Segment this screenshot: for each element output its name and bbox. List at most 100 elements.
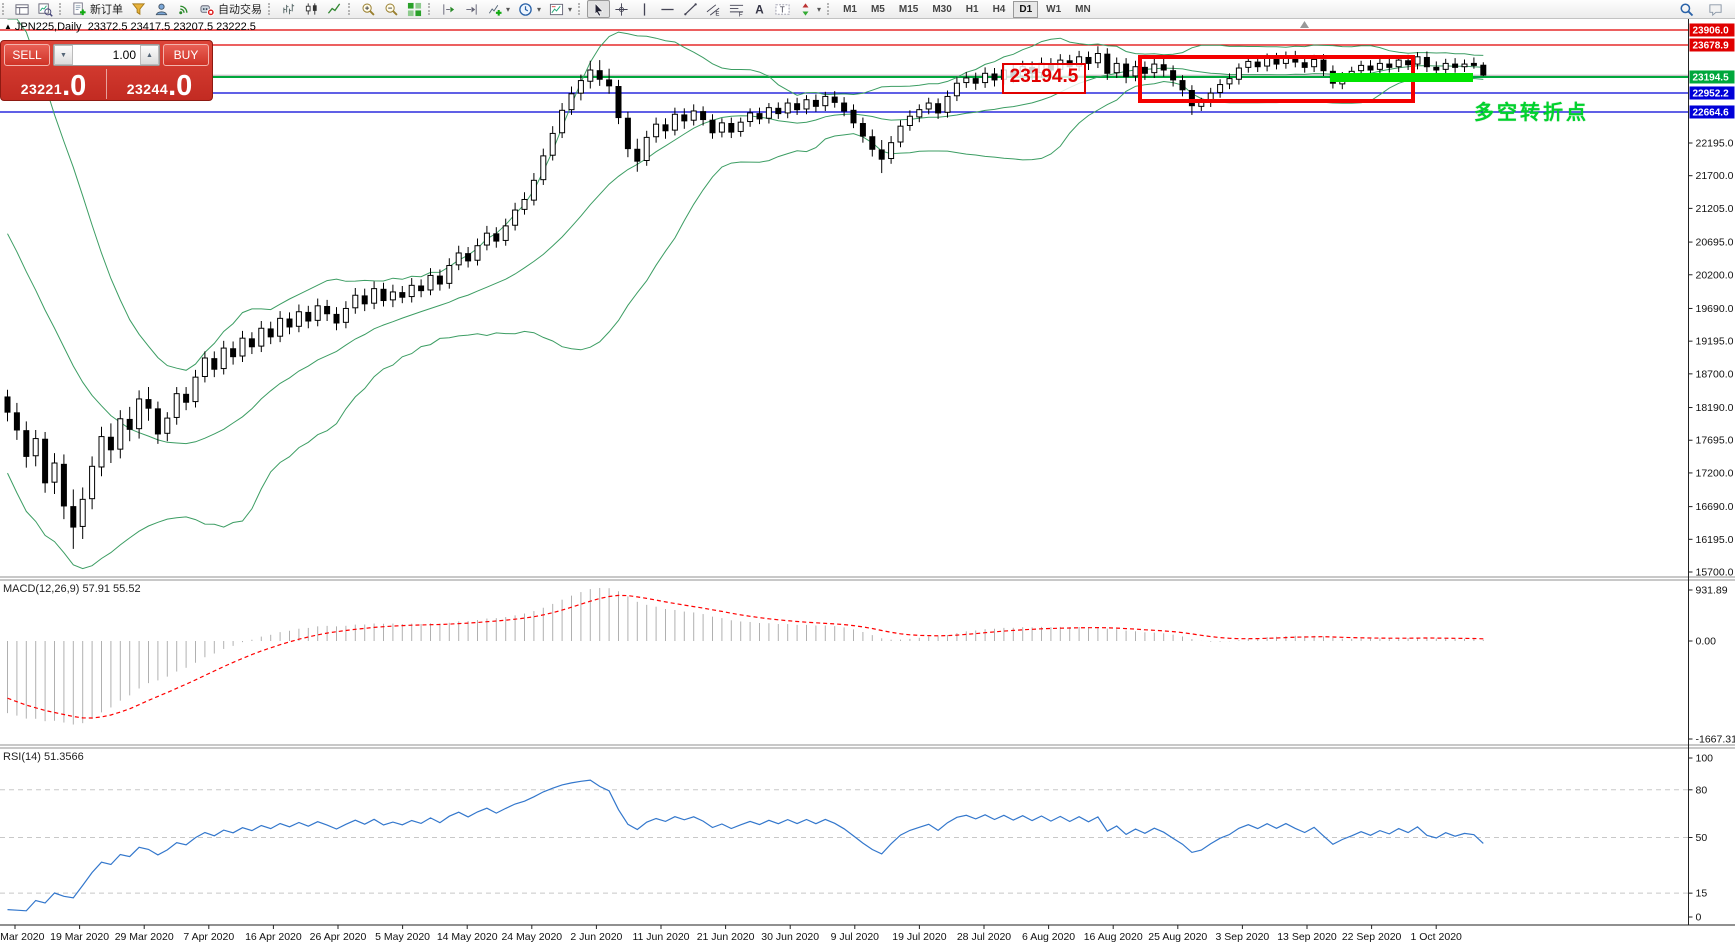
timeframe-h4[interactable]: H4 bbox=[992, 3, 1006, 15]
svg-text:15700.0: 15700.0 bbox=[1696, 567, 1734, 579]
profile-button[interactable] bbox=[150, 0, 173, 18]
toolbar-separator bbox=[827, 3, 833, 15]
cursor-button[interactable] bbox=[587, 0, 611, 18]
one-click-trading-panel: SELL ▼ ▲ BUY 23221.0 23244.0 bbox=[0, 40, 213, 101]
terminal-button[interactable] bbox=[11, 0, 34, 18]
bar-chart-button[interactable] bbox=[277, 0, 300, 18]
svg-text:23906.0: 23906.0 bbox=[1693, 26, 1730, 37]
profile-icon bbox=[154, 2, 169, 17]
text-button[interactable]: A bbox=[748, 0, 771, 18]
symbol-marker-icon: ▲ bbox=[4, 22, 12, 31]
timeframe-m30[interactable]: M30 bbox=[932, 3, 952, 15]
svg-text:26 Apr 2020: 26 Apr 2020 bbox=[310, 931, 367, 943]
svg-text:5 May 2020: 5 May 2020 bbox=[375, 931, 430, 943]
zoom-in-button[interactable] bbox=[357, 0, 380, 18]
search-button[interactable] bbox=[1675, 0, 1698, 18]
svg-text:2 Jun 2020: 2 Jun 2020 bbox=[570, 931, 622, 943]
buy-button[interactable]: BUY bbox=[163, 44, 209, 66]
svg-text:50: 50 bbox=[1696, 832, 1708, 844]
indicators-icon bbox=[487, 2, 502, 17]
turning-point-label[interactable]: 多空转折点 bbox=[1474, 102, 1589, 124]
svg-text:16 Aug 2020: 16 Aug 2020 bbox=[1084, 931, 1143, 943]
auto-scroll-button[interactable] bbox=[460, 0, 483, 18]
svg-text:21 Jun 2020: 21 Jun 2020 bbox=[697, 931, 755, 943]
autotrading-button[interactable]: 自动交易 bbox=[196, 0, 266, 18]
chart-symbol-period: JPN225,Daily bbox=[14, 21, 82, 33]
timeframe-mn[interactable]: MN bbox=[1075, 3, 1091, 15]
volume-input[interactable] bbox=[73, 45, 140, 65]
volume-increase-button[interactable]: ▲ bbox=[140, 45, 159, 65]
dropdown-caret-icon[interactable]: ▾ bbox=[568, 4, 573, 14]
fibonacci-icon: F bbox=[729, 2, 744, 17]
market-watch-button[interactable] bbox=[34, 0, 57, 18]
sell-button[interactable]: SELL bbox=[4, 44, 50, 66]
svg-text:9 Jul 2020: 9 Jul 2020 bbox=[831, 931, 880, 943]
main-toolbar: 新订单 自动交易 ▾ ▾ ▾ E F A T ▾ M1 M5 M15 M30 H1 H4 D1 W1 MN bbox=[0, 0, 1735, 19]
timeframe-m15[interactable]: M15 bbox=[898, 3, 919, 15]
toolbar-separator bbox=[578, 3, 584, 15]
toolbar-separator bbox=[59, 3, 65, 15]
timeframe-h1[interactable]: H1 bbox=[965, 3, 979, 15]
svg-text:F: F bbox=[739, 11, 743, 16]
rsi-pane[interactable]: RSI(14) 51.3566 bbox=[0, 751, 1689, 912]
sell-price[interactable]: 23221.0 bbox=[1, 67, 106, 101]
zoom-out-button[interactable] bbox=[380, 0, 403, 18]
svg-text:0.00: 0.00 bbox=[1696, 636, 1717, 648]
line-chart-button[interactable] bbox=[323, 0, 346, 18]
svg-text:1 Oct 2020: 1 Oct 2020 bbox=[1411, 931, 1463, 943]
macd-signal-line bbox=[7, 594, 1484, 719]
dropdown-caret-icon[interactable]: ▾ bbox=[506, 4, 511, 14]
svg-text:A: A bbox=[755, 3, 764, 16]
templates-button[interactable]: ▾ bbox=[545, 0, 576, 18]
svg-text:19 Jul 2020: 19 Jul 2020 bbox=[892, 931, 946, 943]
shift-chart-button[interactable] bbox=[437, 0, 460, 18]
svg-text:10 Mar 2020: 10 Mar 2020 bbox=[0, 931, 45, 943]
search-icon bbox=[1679, 2, 1694, 17]
price-axis[interactable]: 22195.0 21700.0 21205.0 20695.0 20200.0 19690… bbox=[1688, 18, 1735, 925]
arrows-icon bbox=[798, 2, 813, 17]
timeframe-d1[interactable]: D1 bbox=[1013, 0, 1039, 18]
momentum-bar-annotation[interactable] bbox=[1330, 73, 1473, 82]
crosshair-button[interactable] bbox=[610, 0, 633, 18]
indicators-button[interactable]: ▾ bbox=[483, 0, 514, 18]
signals-button[interactable] bbox=[173, 0, 196, 18]
macd-pane[interactable]: MACD(12,26,9) 57.91 55.52 bbox=[3, 583, 1484, 725]
buy-price[interactable]: 23244.0 bbox=[107, 67, 212, 101]
price-callout-annotation[interactable]: 23194.5 bbox=[1002, 63, 1086, 94]
svg-text:17695.0: 17695.0 bbox=[1696, 435, 1734, 447]
chat-icon bbox=[1708, 2, 1723, 17]
svg-text:20200.0: 20200.0 bbox=[1696, 269, 1734, 281]
new-order-button[interactable]: 新订单 bbox=[68, 0, 127, 18]
svg-text:931.89: 931.89 bbox=[1696, 585, 1728, 597]
terminal-icon bbox=[15, 2, 30, 17]
timeframe-m1[interactable]: M1 bbox=[843, 3, 857, 15]
clock-button[interactable]: ▾ bbox=[514, 0, 545, 18]
panel-divider bbox=[106, 69, 107, 99]
channel-button[interactable]: E bbox=[702, 0, 725, 18]
dropdown-caret-icon[interactable]: ▾ bbox=[537, 4, 542, 14]
chat-button[interactable] bbox=[1704, 0, 1727, 18]
time-axis[interactable]: 10 Mar 2020 19 Mar 2020 29 Mar 2020 7 Apr 2… bbox=[0, 924, 1735, 943]
vline-button[interactable] bbox=[633, 0, 656, 18]
volume-decrease-button[interactable]: ▼ bbox=[54, 45, 73, 65]
tile-windows-button[interactable] bbox=[403, 0, 426, 18]
timeframe-m5[interactable]: M5 bbox=[870, 3, 885, 15]
hline-button[interactable] bbox=[656, 0, 679, 18]
svg-text:15: 15 bbox=[1696, 888, 1708, 900]
svg-text:23194.5: 23194.5 bbox=[1693, 73, 1730, 84]
chart-shift-marker[interactable] bbox=[1300, 21, 1309, 28]
svg-text:-1667.31: -1667.31 bbox=[1696, 734, 1735, 746]
filter-button[interactable] bbox=[127, 0, 150, 18]
candle-chart-button[interactable] bbox=[300, 0, 323, 18]
label-button[interactable]: T bbox=[771, 0, 794, 18]
bar-chart-icon bbox=[281, 2, 296, 17]
fibonacci-button[interactable]: F bbox=[725, 0, 748, 18]
dropdown-caret-icon[interactable]: ▾ bbox=[817, 4, 822, 14]
arrows-button[interactable]: ▾ bbox=[794, 0, 825, 18]
tile-windows-icon bbox=[407, 2, 422, 17]
filter-icon bbox=[131, 2, 146, 17]
trendline-button[interactable] bbox=[679, 0, 702, 18]
timeframe-w1[interactable]: W1 bbox=[1046, 3, 1062, 15]
